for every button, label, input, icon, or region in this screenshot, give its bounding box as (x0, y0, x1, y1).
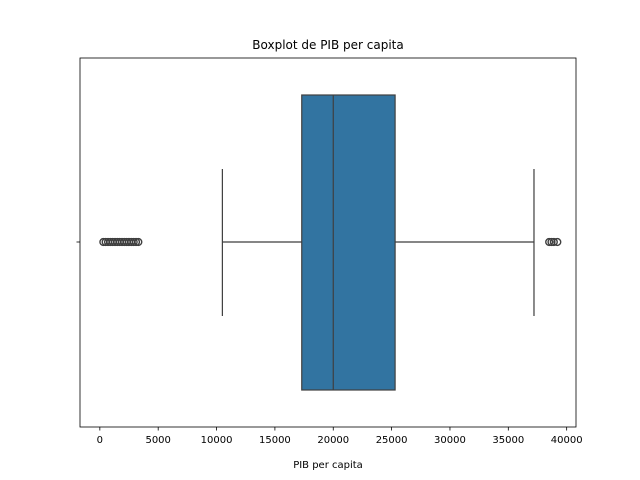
x-axis: 0 5000 10000 15000 20000 25000 30000 35000 40000 (97, 427, 583, 446)
x-tick-label: 25000 (376, 435, 408, 446)
x-tick-label: 15000 (259, 435, 291, 446)
x-tick-label: 10000 (201, 435, 233, 446)
outlier-point (134, 237, 143, 247)
chart-title: Boxplot de PIB per capita (252, 38, 403, 52)
plot-frame (79, 57, 577, 428)
x-tick-label: 35000 (492, 435, 524, 446)
outlier-point (547, 237, 556, 247)
outlier-point (549, 237, 558, 247)
outlier-point (131, 237, 141, 247)
x-axis-label: PIB per capita (293, 460, 363, 471)
outlier-point (553, 237, 562, 247)
plot-area (99, 94, 562, 391)
x-tick-label: 30000 (434, 435, 466, 446)
x-tick-label: 40000 (551, 435, 583, 446)
x-tick-label: 5000 (145, 435, 170, 446)
box-iqr (301, 94, 396, 391)
outlier-point (129, 237, 138, 247)
x-tick-label: 0 (97, 435, 103, 446)
outlier-point (545, 237, 554, 247)
x-tick-label: 20000 (317, 435, 349, 446)
